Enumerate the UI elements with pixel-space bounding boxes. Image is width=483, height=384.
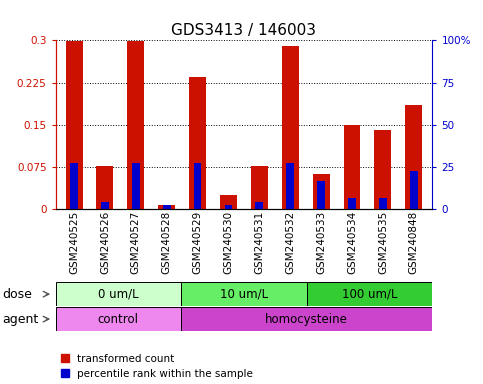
Bar (225, 205, 232, 209)
Bar (410, 171, 418, 209)
Bar (307, 282, 432, 306)
Bar (101, 202, 109, 209)
Bar (405, 105, 422, 209)
Bar (70, 162, 78, 209)
Bar (256, 202, 263, 209)
Text: 0 um/L: 0 um/L (98, 288, 139, 301)
Bar (313, 174, 329, 209)
Bar (128, 41, 144, 209)
Bar (56, 282, 181, 306)
Bar (189, 77, 206, 209)
Bar (251, 166, 268, 209)
Text: dose: dose (2, 288, 32, 301)
Text: homocysteine: homocysteine (265, 313, 348, 326)
Title: GDS3413 / 146003: GDS3413 / 146003 (171, 23, 316, 38)
Text: control: control (98, 313, 139, 326)
Text: 10 um/L: 10 um/L (220, 288, 268, 301)
Bar (158, 205, 175, 209)
Bar (317, 181, 325, 209)
Bar (286, 162, 294, 209)
Bar (56, 307, 181, 331)
Bar (66, 41, 83, 209)
Bar (97, 166, 114, 209)
Bar (132, 162, 140, 209)
Bar (181, 282, 307, 306)
Legend: transformed count, percentile rank within the sample: transformed count, percentile rank withi… (61, 354, 253, 379)
Bar (343, 125, 360, 209)
Bar (282, 46, 298, 209)
Bar (181, 307, 432, 331)
Text: 100 um/L: 100 um/L (342, 288, 397, 301)
Bar (379, 198, 387, 209)
Bar (163, 205, 170, 209)
Bar (348, 198, 356, 209)
Bar (374, 131, 391, 209)
Text: agent: agent (2, 313, 39, 326)
Bar (220, 195, 237, 209)
Bar (194, 162, 201, 209)
